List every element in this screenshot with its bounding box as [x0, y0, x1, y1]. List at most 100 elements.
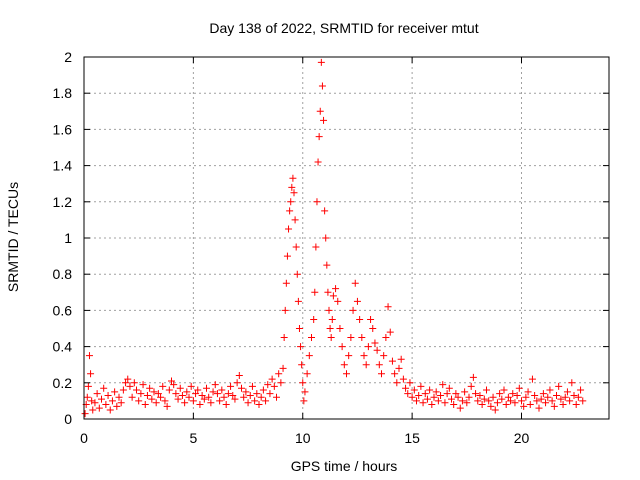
data-point — [406, 379, 414, 387]
data-point — [548, 397, 556, 405]
data-point — [577, 386, 585, 394]
data-point — [491, 406, 499, 414]
data-point — [450, 401, 458, 409]
data-point — [539, 390, 547, 398]
data-point — [174, 395, 182, 403]
data-point — [395, 364, 403, 372]
data-point — [81, 410, 89, 418]
data-point — [291, 216, 299, 224]
data-point — [293, 270, 301, 278]
data-point — [443, 390, 451, 398]
data-point — [84, 382, 92, 390]
data-point — [264, 381, 272, 389]
data-point — [240, 393, 248, 401]
data-point — [277, 379, 285, 387]
data-point — [203, 384, 210, 392]
data-point — [163, 402, 171, 410]
data-point — [375, 361, 383, 369]
data-point — [434, 397, 442, 405]
data-point — [115, 393, 123, 401]
data-point — [568, 379, 576, 387]
data-point — [445, 384, 453, 392]
data-point — [104, 391, 112, 399]
data-point — [474, 397, 482, 405]
data-point — [211, 381, 219, 389]
data-point — [303, 370, 311, 378]
data-point — [313, 198, 321, 206]
y-tick-label: 1.6 — [53, 121, 73, 137]
data-point — [273, 393, 280, 401]
data-point — [205, 393, 213, 401]
data-point — [209, 388, 217, 396]
data-point — [106, 406, 114, 414]
data-point — [231, 395, 239, 403]
data-point — [526, 401, 534, 409]
data-point — [572, 401, 580, 409]
data-point — [290, 189, 298, 197]
data-point — [386, 328, 394, 336]
data-point — [130, 379, 138, 387]
data-point — [456, 404, 464, 412]
data-point — [399, 375, 407, 383]
data-point — [133, 386, 140, 394]
data-point — [570, 391, 578, 399]
data-point — [579, 397, 587, 405]
data-point — [224, 390, 232, 398]
data-point — [421, 390, 429, 398]
data-point — [170, 381, 178, 389]
data-point — [289, 174, 297, 182]
data-point — [559, 401, 567, 409]
data-point — [535, 404, 543, 412]
y-tick-label: 1.4 — [53, 158, 73, 174]
data-point — [358, 334, 366, 342]
data-point — [489, 393, 497, 401]
data-point — [528, 375, 536, 383]
data-point — [487, 402, 495, 410]
data-point — [165, 386, 173, 394]
data-point — [298, 361, 306, 369]
data-point — [550, 402, 558, 410]
data-point — [373, 346, 381, 354]
data-point — [139, 381, 147, 389]
data-point — [454, 393, 462, 401]
data-point — [292, 243, 300, 251]
data-point — [338, 343, 346, 351]
data-point — [393, 379, 401, 387]
data-point — [493, 399, 501, 407]
data-point — [334, 297, 342, 305]
data-point — [380, 352, 388, 360]
data-point — [192, 390, 200, 398]
data-point — [262, 397, 270, 405]
data-point — [275, 370, 283, 378]
data-point — [428, 401, 436, 409]
data-point — [382, 334, 390, 342]
data-point — [511, 399, 519, 407]
data-point — [178, 391, 186, 399]
data-point — [426, 386, 434, 394]
data-point — [423, 395, 431, 403]
data-point — [362, 361, 370, 369]
data-point — [325, 306, 333, 314]
data-point — [287, 198, 295, 206]
data-point — [504, 393, 512, 401]
data-point — [322, 234, 330, 242]
data-point — [367, 315, 375, 323]
data-point — [91, 399, 99, 407]
data-point — [472, 390, 480, 398]
data-point — [328, 315, 336, 323]
data-point — [402, 384, 410, 392]
data-point — [135, 397, 143, 405]
data-point — [93, 390, 101, 398]
data-point — [574, 393, 582, 401]
y-tick-label: 2 — [64, 49, 72, 65]
data-point — [533, 397, 541, 405]
data-point — [561, 393, 569, 401]
data-point — [563, 388, 571, 396]
data-point — [281, 306, 289, 314]
data-point — [122, 379, 130, 387]
data-point — [311, 288, 319, 296]
data-point — [117, 399, 125, 407]
y-tick-label: 0.2 — [53, 375, 73, 391]
data-point — [356, 315, 364, 323]
